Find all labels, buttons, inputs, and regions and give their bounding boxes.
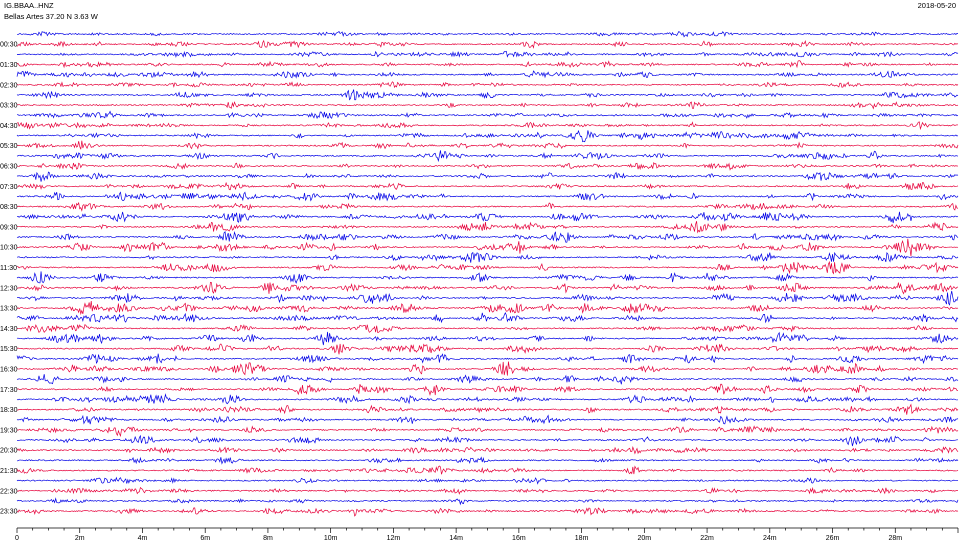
trace-row-5 [16, 81, 959, 89]
trace-row-20 [16, 230, 959, 243]
trace-row-9 [16, 121, 959, 131]
trace-row-1 [16, 39, 959, 49]
trace-row-42 [16, 456, 959, 465]
row-label: 22:30 [0, 488, 18, 495]
trace-row-32 [16, 353, 959, 365]
row-label: 09:30 [0, 224, 18, 231]
trace-row-40 [16, 434, 958, 447]
trace-row-30 [16, 331, 959, 346]
row-label: 02:30 [0, 82, 18, 89]
trace-row-38 [16, 414, 959, 425]
row-label: 14:30 [0, 326, 18, 333]
trace-row-14 [16, 171, 959, 182]
row-label: 12:30 [0, 285, 18, 292]
x-tick-label: 28m [888, 535, 902, 540]
trace-row-25 [16, 281, 959, 295]
row-label: 21:30 [0, 468, 18, 475]
record-date: 2018-05-20 [917, 1, 956, 10]
trace-row-28 [16, 311, 959, 324]
trace-row-11 [16, 140, 959, 150]
trace-row-0 [16, 30, 959, 38]
trace-row-18 [16, 211, 959, 224]
trace-row-44 [16, 476, 959, 485]
trace-row-29 [16, 323, 959, 333]
trace-row-47 [16, 507, 959, 517]
x-tick-label: 2m [75, 535, 85, 540]
trace-row-21 [16, 238, 959, 257]
row-label: 13:30 [0, 306, 18, 313]
trace-row-17 [16, 201, 959, 212]
trace-row-36 [16, 393, 959, 405]
trace-row-45 [16, 486, 959, 495]
trace-row-24 [16, 271, 959, 284]
x-tick-label: 6m [200, 535, 210, 540]
x-axis: 0 2m 4m 6m 8m 10m 12m 14m 16m 18m 20m 22m 24m 26m 28m [15, 527, 959, 540]
trace-row-3 [16, 60, 959, 69]
row-label: 19:30 [0, 427, 18, 434]
x-tick-label: 20m [638, 535, 652, 540]
trace-row-10 [16, 129, 959, 143]
x-tick-label: 22m [700, 535, 714, 540]
trace-row-26 [16, 290, 959, 306]
row-label: 00:30 [0, 42, 18, 49]
trace-row-13 [16, 161, 959, 171]
trace-group [16, 30, 959, 517]
trace-row-31 [16, 343, 959, 355]
trace-row-6 [16, 89, 959, 101]
trace-row-27 [16, 300, 959, 316]
trace-row-23 [16, 260, 959, 275]
x-tick-label: 16m [512, 535, 526, 540]
trace-row-43 [16, 465, 959, 475]
trace-row-41 [16, 445, 959, 455]
row-label: 03:30 [0, 103, 18, 110]
trace-row-46 [16, 497, 959, 506]
trace-row-34 [16, 374, 959, 385]
trace-row-7 [16, 101, 959, 110]
trace-row-2 [16, 50, 959, 58]
trace-row-37 [16, 403, 959, 415]
row-label: 16:30 [0, 366, 18, 373]
row-label: 01:30 [0, 62, 18, 69]
x-tick-label: 24m [763, 535, 777, 540]
station-id: IG.BBAA..HNZ [4, 1, 54, 10]
row-label-group: 00:30 01:30 02:30 03:30 04:30 05:30 06:30 07:30… [0, 42, 18, 516]
row-label: 04:30 [0, 123, 18, 130]
trace-row-35 [16, 383, 959, 396]
x-tick-label: 26m [826, 535, 840, 540]
trace-row-8 [16, 110, 959, 120]
row-label: 10:30 [0, 245, 18, 252]
row-label: 15:30 [0, 346, 18, 353]
trace-row-15 [16, 181, 959, 191]
row-label: 18:30 [0, 407, 18, 414]
row-label: 23:30 [0, 509, 18, 516]
trace-row-12 [16, 150, 959, 163]
row-label: 20:30 [0, 448, 18, 455]
trace-row-4 [16, 70, 959, 79]
trace-row-19 [16, 221, 959, 234]
x-tick-label: 4m [138, 535, 148, 540]
row-label: 06:30 [0, 163, 18, 170]
x-tick-label: 14m [449, 535, 463, 540]
trace-row-22 [16, 251, 959, 263]
trace-row-16 [16, 191, 959, 202]
x-tick-label: 8m [263, 535, 273, 540]
x-tick-label: 12m [387, 535, 401, 540]
trace-row-39 [16, 425, 959, 438]
station-location: Bellas Artes 37.20 N 3.63 W [4, 12, 98, 21]
x-tick-label: 10m [324, 535, 338, 540]
row-label: 17:30 [0, 387, 18, 394]
row-label: 08:30 [0, 204, 18, 211]
trace-row-33 [16, 361, 959, 376]
row-label: 07:30 [0, 184, 18, 191]
x-tick-label: 0 [15, 535, 19, 540]
row-label: 11:30 [0, 265, 17, 272]
row-label: 05:30 [0, 143, 18, 150]
x-tick-label: 18m [575, 535, 589, 540]
